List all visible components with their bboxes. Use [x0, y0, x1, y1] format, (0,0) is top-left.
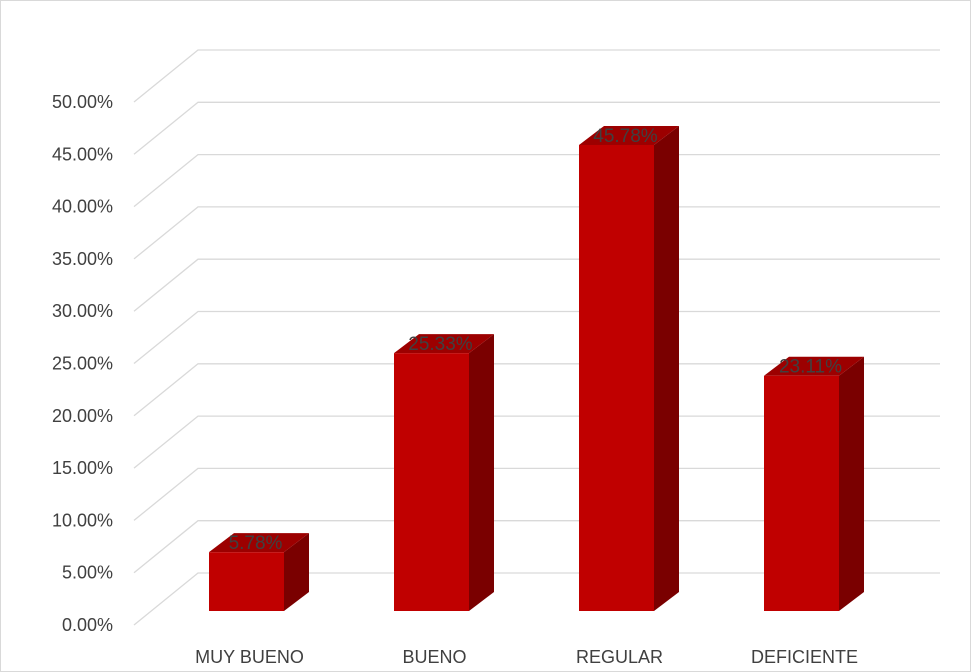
gridline	[133, 415, 940, 469]
y-tick-label: 15.00%	[52, 458, 113, 478]
gridline	[133, 49, 940, 103]
bar-front	[579, 144, 654, 611]
gridline	[133, 258, 940, 312]
bar-front	[394, 353, 469, 611]
gridline	[133, 310, 940, 365]
y-tick-label: 40.00%	[52, 197, 113, 217]
bar-side	[469, 334, 494, 611]
y-tick-label: 5.00%	[62, 563, 113, 583]
gridline	[133, 467, 940, 521]
y-tick-label: 20.00%	[52, 406, 113, 426]
bar-top	[579, 125, 679, 145]
data-label: 25.33%	[408, 334, 473, 355]
bar-top	[209, 533, 309, 553]
y-tick-label: 30.00%	[52, 301, 113, 321]
gridline	[133, 520, 940, 574]
bar-side	[839, 356, 864, 611]
y-tick-label: 25.00%	[52, 354, 113, 374]
bar-side	[654, 125, 679, 612]
y-axis-ticks: 0.00% 5.00% 10.00% 15.00% 20.00% 25.00% 30.00%…	[52, 92, 113, 635]
bar	[209, 533, 309, 611]
data-label: 5.78%	[229, 533, 283, 554]
bar	[394, 334, 494, 611]
data-labels: 5.78% 25.33% 45.78% 23.11%	[229, 126, 843, 554]
y-tick-label: 10.00%	[52, 510, 113, 530]
bar	[764, 356, 864, 611]
bar-top	[764, 356, 864, 376]
x-category-label: REGULAR	[576, 647, 663, 667]
data-label: 45.78%	[593, 126, 658, 147]
gridlines	[133, 49, 940, 626]
y-tick-label: 45.00%	[52, 144, 113, 164]
gridline	[133, 572, 940, 626]
gridline	[133, 101, 940, 155]
x-category-label: BUENO	[402, 647, 466, 667]
y-tick-label: 50.00%	[52, 92, 113, 112]
x-category-label: DEFICIENTE	[751, 647, 858, 667]
gridline	[133, 153, 940, 208]
gridline	[133, 363, 940, 417]
bar-front	[764, 375, 839, 611]
bar-side	[284, 533, 309, 611]
x-axis-categories: MUY BUENO BUENO REGULAR DEFICIENTE	[195, 647, 858, 667]
bar	[579, 125, 679, 612]
y-tick-label: 0.00%	[62, 615, 113, 635]
y-tick-label: 35.00%	[52, 249, 113, 269]
data-label: 23.11%	[779, 357, 842, 378]
bars	[209, 125, 864, 612]
bar-top	[394, 334, 494, 354]
x-category-label: MUY BUENO	[195, 647, 304, 667]
gridline	[133, 206, 940, 260]
bar-front	[209, 552, 284, 611]
